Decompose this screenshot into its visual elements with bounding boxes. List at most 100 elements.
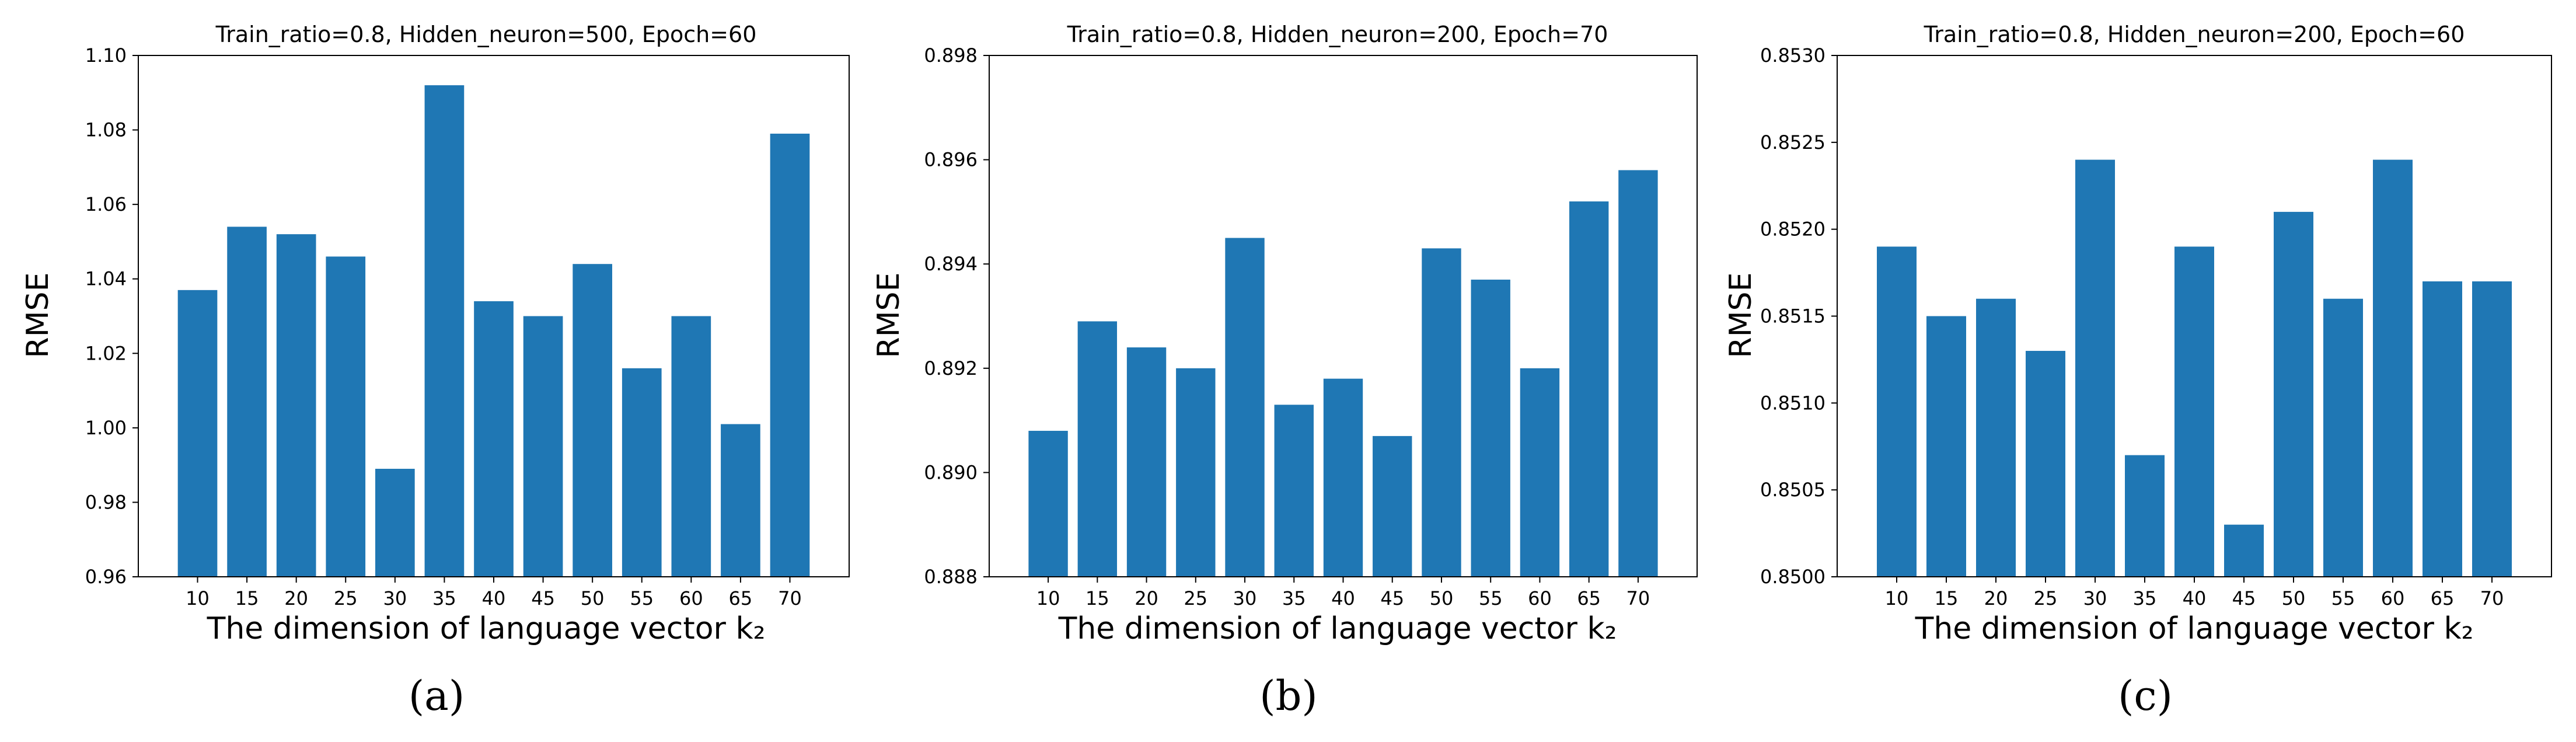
chart-b-ylabel: RMSE	[871, 273, 906, 358]
chart-a-xtick-label: 30	[383, 587, 407, 609]
chart-c-bar-40	[2174, 246, 2214, 577]
subfigure-label-a: (a)	[409, 672, 465, 720]
chart-a-bar-50	[573, 264, 612, 577]
chart-c-xtick-label: 50	[2282, 587, 2306, 609]
chart-c-bar-15	[1926, 316, 1966, 577]
chart-c-xtick-label: 10	[1885, 587, 1909, 609]
chart-b-title: Train_ratio=0.8, Hidden_neuron=200, Epoc…	[1067, 22, 1608, 47]
subfigure-label-c: (c)	[2118, 672, 2173, 720]
chart-c-bar-55	[2323, 298, 2363, 577]
chart-b-xtick-label: 55	[1479, 587, 1503, 609]
chart-a-bar-35	[424, 85, 465, 577]
chart-a-xlabel: The dimension of language vector k₂	[207, 611, 766, 646]
chart-a-bar-25	[326, 256, 366, 577]
chart-a-bar-10	[177, 290, 218, 577]
chart-a-bar-65	[721, 424, 760, 577]
chart-b-bar-20	[1126, 347, 1167, 577]
chart-a-xtick-label: 20	[284, 587, 308, 609]
chart-a-ytick-label: 1.10	[85, 44, 127, 67]
chart-a: Train_ratio=0.8, Hidden_neuron=500, Epoc…	[20, 22, 850, 720]
chart-b-bar-35	[1274, 405, 1314, 577]
chart-c-xtick-label: 15	[1935, 587, 1959, 609]
chart-c-xtick-label: 40	[2183, 587, 2207, 609]
chart-a-ylabel: RMSE	[20, 273, 55, 358]
chart-a-bar-40	[474, 301, 514, 577]
chart-a-xtick-label: 25	[334, 587, 358, 609]
chart-b-xtick-label: 60	[1528, 587, 1552, 609]
chart-c-xtick-label: 55	[2331, 587, 2355, 609]
chart-c-bar-25	[2026, 351, 2065, 577]
chart-c-xlabel: The dimension of language vector k₂	[1915, 611, 2474, 646]
chart-b-bar-40	[1323, 378, 1363, 577]
chart-b-ytick-label: 0.890	[924, 461, 978, 483]
chart-a-bar-45	[523, 316, 563, 577]
chart-b-bar-60	[1520, 368, 1560, 577]
chart-b-bar-65	[1569, 201, 1609, 577]
chart-c-bar-30	[2075, 159, 2115, 577]
chart-a-bar-15	[227, 227, 267, 577]
chart-a-xtick-label: 60	[679, 587, 703, 609]
chart-b-ytick-label: 0.888	[924, 566, 978, 588]
chart-a-xtick-label: 15	[235, 587, 259, 609]
chart-a-xtick-label: 40	[482, 587, 506, 609]
chart-a-ytick-label: 1.00	[85, 417, 127, 439]
chart-b-xtick-label: 35	[1282, 587, 1306, 609]
chart-c-bar-10	[1877, 246, 1917, 577]
chart-b-xtick-label: 65	[1577, 587, 1601, 609]
chart-a-bar-70	[770, 133, 810, 577]
chart-b-xtick-label: 30	[1233, 587, 1257, 609]
chart-a-plot: 10 15 20 25 30 35 40 45 50 55 60 65 70 0.96 0.98 1.00 1.…	[85, 44, 850, 609]
chart-c-xtick-label: 30	[2083, 587, 2107, 609]
chart-a-bar-30	[375, 469, 415, 577]
chart-b-bar-50	[1422, 248, 1461, 577]
chart-c-bar-20	[1976, 298, 2016, 577]
chart-c-bar-70	[2472, 281, 2512, 577]
chart-b-xtick-label: 15	[1085, 587, 1109, 609]
chart-b-bar-45	[1373, 436, 1412, 577]
chart-a-xtick-label: 35	[432, 587, 456, 609]
chart-b-bar-10	[1028, 430, 1068, 577]
chart-c-ytick-label: 0.8530	[1760, 44, 1825, 67]
chart-b-ytick-label: 0.898	[924, 44, 978, 67]
chart-a-ytick-label: 0.98	[85, 491, 127, 513]
chart-a-xtick-label: 50	[581, 587, 605, 609]
chart-b-bar-55	[1471, 279, 1510, 577]
chart-b-ytick-label: 0.892	[924, 357, 978, 379]
chart-b-xtick-label: 45	[1380, 587, 1404, 609]
chart-a-ytick-label: 0.96	[85, 566, 127, 588]
chart-b-xtick-label: 50	[1430, 587, 1454, 609]
chart-b: Train_ratio=0.8, Hidden_neuron=200, Epoc…	[871, 22, 1698, 720]
chart-c-title: Train_ratio=0.8, Hidden_neuron=200, Epoc…	[1924, 22, 2465, 47]
chart-c-xtick-label: 70	[2480, 587, 2504, 609]
chart-c-ytick-label: 0.8500	[1760, 566, 1825, 588]
chart-c-ytick-label: 0.8515	[1760, 305, 1825, 328]
chart-a-ytick-label: 1.04	[85, 268, 127, 290]
chart-b-bar-70	[1618, 170, 1658, 577]
chart-b-xtick-label: 40	[1331, 587, 1355, 609]
chart-b-xtick-label: 10	[1036, 587, 1060, 609]
chart-c-bar-60	[2373, 159, 2413, 577]
chart-c-xtick-label: 20	[1984, 587, 2008, 609]
chart-a-xtick-label: 55	[630, 587, 654, 609]
chart-a-ytick-label: 1.06	[85, 193, 127, 215]
chart-c-xtick-label: 65	[2431, 587, 2455, 609]
chart-a-xtick-label: 10	[186, 587, 210, 609]
chart-b-xlabel: The dimension of language vector k₂	[1058, 611, 1617, 646]
chart-c-ytick-label: 0.8505	[1760, 479, 1825, 501]
chart-a-bar-55	[622, 368, 662, 577]
chart-c-bar-65	[2423, 281, 2462, 577]
chart-b-bar-25	[1176, 368, 1216, 577]
chart-c-xtick-label: 25	[2034, 587, 2058, 609]
chart-b-plot: 10 15 20 25 30 35 40 45 50 55 60 65 70 0.888 0.890 0.89…	[924, 44, 1698, 609]
chart-b-ytick-label: 0.896	[924, 149, 978, 171]
chart-c-plot: 10 15 20 25 30 35 40 45 50 55 60 65 70 0.8500 0.8505 0.…	[1760, 44, 2552, 609]
chart-a-xtick-label: 70	[778, 587, 802, 609]
chart-c-ytick-label: 0.8525	[1760, 131, 1825, 154]
chart-b-xtick-label: 20	[1135, 587, 1158, 609]
chart-a-xtick-label: 45	[531, 587, 555, 609]
chart-b-xtick-label: 25	[1184, 587, 1207, 609]
chart-c-xtick-label: 45	[2232, 587, 2256, 609]
chart-c-bar-45	[2224, 524, 2264, 577]
chart-a-ytick-label: 1.08	[85, 119, 127, 141]
chart-a-xtick-label: 65	[729, 587, 753, 609]
